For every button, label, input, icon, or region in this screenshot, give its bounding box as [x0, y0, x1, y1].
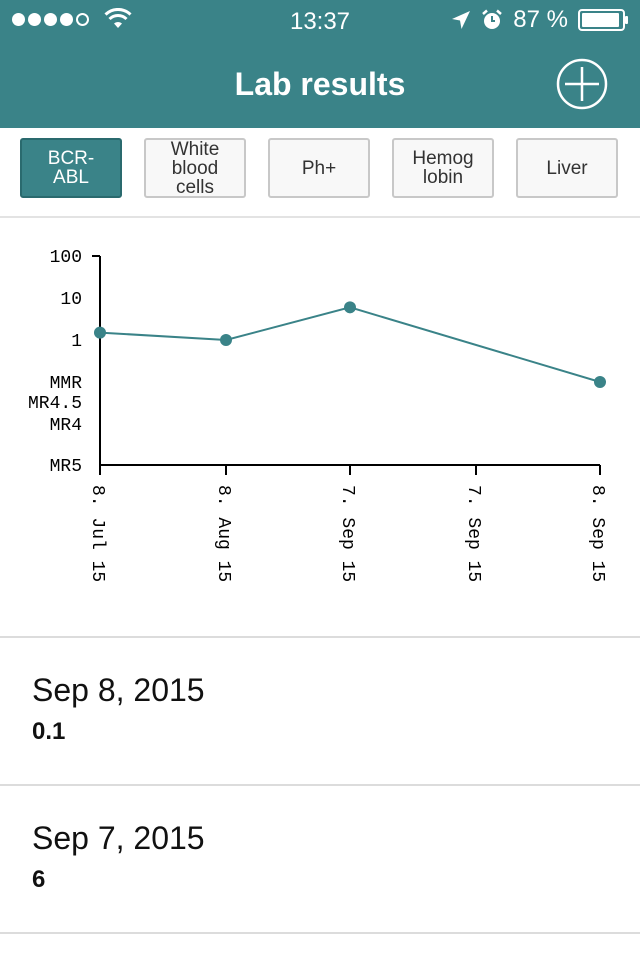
tab-label: Ph+: [301, 157, 337, 179]
x-tick-label: 8. Sep 15: [587, 485, 607, 582]
plus-circle-icon[interactable]: [556, 58, 608, 110]
y-tick-label: MR4.5: [28, 394, 82, 414]
tab-ph-plus[interactable]: Ph+: [268, 138, 370, 198]
status-time: 13:37: [289, 8, 351, 35]
y-tick-label: 10: [60, 290, 82, 310]
x-tick-label: 7. Sep 15: [337, 485, 357, 582]
data-point: [94, 326, 106, 339]
navigation-bar: 13:37 87 % Lab results: [0, 0, 640, 128]
alarm-clock-icon: [482, 9, 503, 29]
series-line: [99, 306, 601, 383]
battery-icon: [578, 9, 628, 31]
tab-label: White blood cells: [170, 138, 220, 198]
divider: [0, 932, 640, 934]
tab-bcr-abl[interactable]: BCR- ABL: [20, 138, 122, 198]
y-tick-label: 1: [71, 332, 82, 352]
y-tick-label: MMR: [50, 374, 83, 394]
category-tabs: BCR- ABL White blood cells Ph+ Hemog lobin L…: [0, 128, 640, 218]
status-bar: 13:37 87 %: [0, 0, 640, 40]
data-point: [344, 301, 356, 314]
result-date: Sep 7, 2015: [32, 820, 205, 856]
result-row[interactable]: Sep 8, 2015 0.1: [0, 636, 640, 784]
x-tick-label: 7. Sep 15: [463, 485, 483, 582]
location-arrow-icon: [452, 11, 471, 29]
tab-label: BCR- ABL: [47, 148, 95, 188]
wifi-icon: [104, 8, 132, 28]
page-title: Lab results: [234, 66, 406, 102]
tab-label: Hemog lobin: [412, 148, 474, 188]
y-tick-label: 100: [50, 248, 82, 268]
tab-liver[interactable]: Liver: [516, 138, 618, 198]
result-date: Sep 8, 2015: [32, 672, 205, 708]
result-row[interactable]: Sep 7, 2015 6: [0, 784, 640, 932]
data-point: [594, 376, 606, 388]
y-tick-label: MR5: [50, 457, 82, 477]
tab-white-blood-cells[interactable]: White blood cells: [144, 138, 246, 198]
y-tick-label: MR4: [50, 416, 82, 436]
battery-percent: 87 %: [513, 6, 568, 33]
result-value: 0.1: [32, 718, 66, 745]
x-tick-label: 8. Jul 15: [87, 485, 107, 582]
signal-strength-icon: [12, 13, 89, 26]
x-tick-label: 8. Aug 15: [213, 485, 233, 582]
result-value: 6: [32, 866, 46, 893]
data-point: [220, 334, 232, 346]
tab-hemoglobin[interactable]: Hemog lobin: [392, 138, 494, 198]
tab-label: Liver: [546, 157, 588, 179]
